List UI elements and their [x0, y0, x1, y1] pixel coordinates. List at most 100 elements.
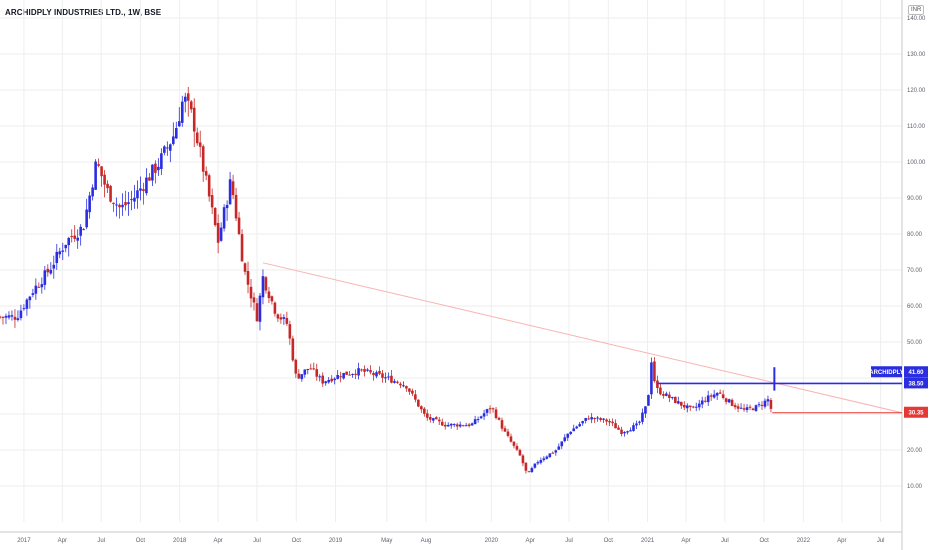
candle-body	[336, 374, 339, 379]
candle	[228, 171, 232, 205]
candle	[440, 418, 444, 426]
candle-body	[189, 101, 193, 110]
x-tick-label: 2019	[329, 538, 343, 544]
candle-body	[252, 297, 256, 303]
candle	[515, 443, 519, 452]
candle-body	[626, 431, 629, 433]
candle-body	[712, 394, 716, 398]
candle-body	[169, 144, 172, 151]
x-tick-label: Apr	[213, 538, 222, 544]
candle	[354, 369, 357, 380]
candle	[240, 229, 244, 262]
candle	[650, 357, 653, 399]
y-tick-label: 70.00	[907, 268, 923, 274]
candle-body	[333, 378, 336, 381]
candle-body	[240, 234, 244, 262]
candle	[201, 144, 205, 182]
candle	[617, 425, 620, 431]
candle-body	[417, 399, 420, 407]
candle	[608, 418, 611, 427]
candle	[733, 402, 737, 410]
candle-body	[521, 455, 525, 464]
candle	[58, 247, 62, 259]
candle-body	[426, 413, 429, 418]
candle-body	[40, 284, 44, 288]
candle-body	[177, 121, 181, 127]
candle	[19, 304, 23, 321]
candle-body	[115, 204, 118, 206]
candle-body	[491, 408, 495, 410]
candle-body	[183, 96, 187, 102]
candle-body	[58, 251, 62, 255]
candle-body	[691, 406, 695, 408]
candle	[258, 292, 262, 331]
candle-body	[309, 368, 313, 370]
y-tick-label: 50.00	[907, 340, 923, 346]
candle	[52, 255, 56, 279]
candle	[118, 203, 121, 219]
candle	[64, 244, 68, 253]
candle-body	[237, 217, 241, 235]
candle-body	[321, 375, 325, 384]
candle	[482, 409, 486, 420]
candle	[662, 391, 665, 399]
candle	[464, 422, 468, 427]
candle-body	[297, 373, 301, 379]
candle-body	[118, 204, 121, 208]
candle-body	[662, 394, 665, 396]
candle	[172, 122, 175, 146]
candle	[73, 225, 77, 242]
candle	[393, 378, 396, 384]
candle	[677, 396, 680, 405]
candle-body	[231, 181, 235, 196]
candle	[243, 262, 247, 275]
candle-body	[700, 400, 704, 405]
candle	[730, 398, 734, 407]
candle	[449, 423, 453, 429]
candle	[411, 388, 414, 397]
candle	[647, 394, 650, 406]
candle-body	[709, 395, 713, 397]
candle-body	[434, 417, 438, 420]
candle	[306, 368, 310, 375]
candle-body	[730, 399, 734, 406]
candle	[67, 236, 71, 257]
candle	[751, 407, 755, 411]
candle-body	[748, 406, 752, 408]
candle-body	[727, 399, 731, 403]
x-tick-label: 2018	[173, 538, 187, 544]
candle-body	[396, 381, 399, 383]
candle	[49, 262, 53, 275]
y-tick-label: 80.00	[907, 232, 923, 238]
candle	[431, 417, 435, 424]
candle	[183, 92, 187, 113]
candle-body	[443, 424, 447, 427]
candle	[10, 310, 14, 321]
candle-body	[363, 368, 366, 372]
candle-body	[195, 132, 199, 144]
candle-body	[291, 338, 295, 361]
candle	[455, 422, 459, 431]
y-tick-label: 120.00	[907, 88, 926, 94]
candle-body	[420, 406, 423, 410]
candle	[727, 398, 731, 404]
candle-body	[163, 146, 166, 153]
candle	[473, 415, 477, 425]
candle	[521, 454, 525, 467]
candle-body	[665, 393, 668, 396]
candle-body	[348, 374, 351, 376]
candle-body	[79, 226, 82, 236]
candle	[291, 335, 295, 362]
candle	[297, 369, 301, 379]
candle	[124, 190, 127, 211]
candle	[327, 376, 330, 384]
candle-body	[509, 436, 513, 442]
candle	[408, 388, 411, 395]
candle-body	[512, 441, 516, 446]
candle	[685, 403, 689, 413]
candle-body	[575, 426, 579, 429]
candle-body	[635, 423, 638, 426]
candle	[216, 214, 220, 254]
candle-body	[4, 315, 8, 318]
